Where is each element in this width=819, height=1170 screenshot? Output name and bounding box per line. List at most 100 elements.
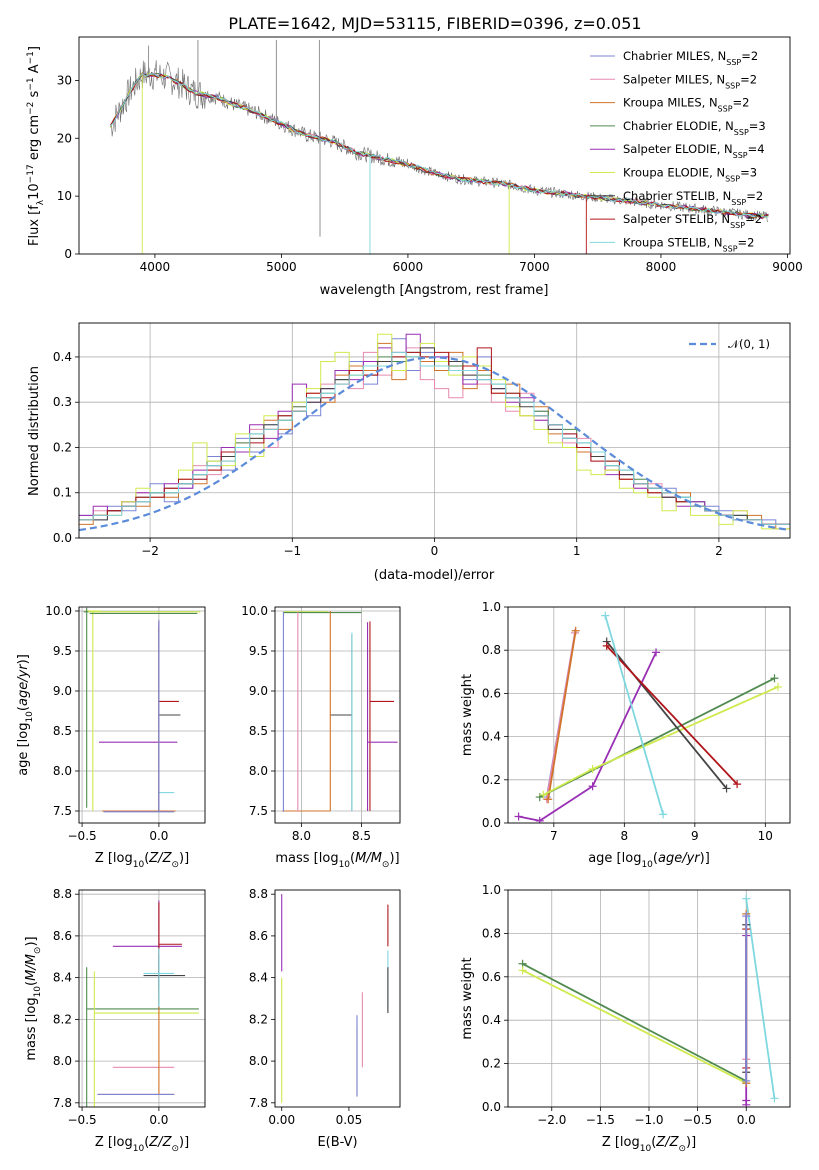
label-part: )]: [389, 851, 399, 866]
age-vs-mass-panel: 8.0 8.5 7.5 8.0 8.5 9.0 9.5 10.0 mass [log10(M/M…: [241, 604, 401, 870]
x-tick-label: −1.5: [586, 1113, 615, 1127]
y-tick-label: 0.2: [482, 773, 501, 787]
x-axis-label: wavelength [Angstrom, rest frame]: [320, 283, 549, 298]
legend-name: Chabrier MILES, N: [623, 49, 726, 63]
label-part: M/M: [24, 954, 39, 981]
label-part: ⊙: [171, 860, 179, 870]
y-tick-label: 7.5: [53, 804, 72, 818]
legend-sub: SSP: [725, 81, 740, 90]
x-tick-label: −2: [141, 544, 159, 558]
x-tick-label: 7000: [519, 260, 550, 274]
label-part: (: [144, 851, 149, 866]
legend-entry: Kroupa STELIB, NSSP=2: [623, 235, 754, 253]
axes-frame: [507, 889, 791, 1108]
x-tick-label: 0: [431, 544, 439, 558]
mass-weight-line: [522, 963, 747, 1082]
x-tick-label: −2.0: [537, 1113, 566, 1127]
y-tick-label: 8.5: [249, 724, 268, 738]
label-part: ⊙: [33, 947, 43, 955]
y-tick-label: 0.8: [482, 643, 501, 657]
y-tick-label: 1.0: [482, 883, 501, 897]
label-part: ]: [27, 46, 42, 51]
label-part: Flux [f: [27, 205, 42, 246]
y-tick-label: 8.0: [53, 1054, 72, 1068]
label-part: Z/Z: [148, 1135, 172, 1150]
x-axis-label: mass [log10(M/M⊙)]: [275, 851, 399, 870]
axes-frame: [274, 889, 401, 1108]
x-tick-label: 0.0: [737, 1113, 756, 1127]
x-tick-label: 9: [691, 829, 699, 843]
label-part: −17: [26, 164, 36, 183]
plus-marker: [652, 648, 661, 657]
legend-suffix: =2: [738, 235, 755, 249]
legend-name: Salpeter MILES, N: [623, 72, 725, 86]
label-part: )]: [24, 936, 39, 946]
y-tick-label: 20: [57, 131, 72, 145]
axes-frame: [507, 606, 791, 824]
legend-sub: SSP: [726, 58, 741, 67]
y-axis-label: mass [log10(M/M⊙)]: [24, 936, 43, 1060]
legend-suffix: =3: [740, 166, 757, 180]
axes-frame: [78, 606, 206, 824]
y-tick-label: 1.0: [482, 600, 501, 614]
mass-weight-line: [745, 898, 776, 1099]
mass-weight-vs-metallicity-panel: −2.0 −1.5 −1.0 −0.5 0.0 0.0 0.2 0.4 0.6 0.8 1.0 Z […: [460, 883, 791, 1154]
y-tick-label: 0: [64, 247, 72, 261]
plus-marker: [571, 626, 580, 635]
x-axis-label: Z [log10(Z/Z⊙)]: [95, 851, 189, 870]
gaussian-curve: [79, 356, 790, 532]
plus-marker: [774, 682, 783, 691]
label-part: Z [log: [602, 1135, 640, 1150]
legend-name: Kroupa STELIB, N: [623, 235, 723, 249]
y-tick-label: 0.6: [482, 686, 501, 700]
label-part: E(B-V): [317, 1135, 357, 1150]
spectrum-panel: 4000 5000 6000 7000 8000 9000 0 10 20 30 Chabrier …: [26, 36, 803, 298]
plot-area: [110, 39, 769, 254]
label-part: (: [24, 981, 39, 986]
legend-entry: Salpeter STELIB, NSSP=2: [623, 212, 762, 230]
y-tick-label: 8.0: [249, 1054, 268, 1068]
label-part: ⊙: [382, 860, 390, 870]
legend-suffix: =2: [733, 96, 750, 110]
legend-name: Kroupa MILES, N: [623, 96, 718, 110]
label-part: 10: [33, 986, 43, 998]
plus-marker: [722, 784, 731, 793]
y-tick-label: 0.8: [482, 926, 501, 940]
label-part: )]: [700, 851, 710, 866]
y-tick-label: 10.0: [45, 604, 72, 618]
y-tick-label: 0.6: [482, 970, 501, 984]
label-part: −1: [26, 51, 36, 64]
label-part: s: [27, 90, 42, 101]
x-tick-label: −0.5: [683, 1113, 712, 1127]
x-tick-label: 8.0: [292, 829, 311, 843]
axes-frame: [78, 36, 791, 255]
legend-entry: Salpeter ELODIE, NSSP=4: [623, 142, 765, 160]
y-tick-label: 9.0: [249, 684, 268, 698]
y-tick-label: 0.0: [482, 1100, 501, 1114]
x-tick-label: 0.0: [149, 829, 168, 843]
residuals-panel: −2 −1 0 1 2 0.0 0.1 0.2 0.3 0.4 𝒩(0, 1) (data-model…: [27, 322, 791, 583]
plus-marker: [601, 611, 610, 620]
y-axis-label: age [log10(age/yr)]: [16, 654, 35, 776]
x-tick-label: −0.5: [68, 1113, 97, 1127]
y-tick-label: 7.8: [249, 1096, 268, 1110]
legend-suffix: =2: [740, 72, 757, 86]
y-tick-label: 8.6: [249, 929, 268, 943]
legend-sub: SSP: [718, 104, 733, 113]
legend-entry: Salpeter MILES, NSSP=2: [623, 72, 757, 90]
label-part: )]: [686, 1135, 696, 1150]
legend-suffix: =2: [745, 212, 762, 226]
y-tick-label: 7.8: [53, 1096, 72, 1110]
y-axis-label: Flux [fλ10−17 erg cm−2 s−1 A−1]: [26, 46, 46, 246]
plus-marker: [514, 812, 523, 821]
legend-name: Chabrier ELODIE, N: [623, 119, 734, 133]
x-tick-label: −1.0: [634, 1113, 663, 1127]
label-part: )]: [16, 654, 31, 664]
label-part: 10: [133, 860, 145, 870]
plus-marker: [742, 1076, 751, 1085]
y-tick-label: 10.0: [241, 604, 268, 618]
plot-area: [281, 894, 389, 1103]
label-part: age/yr: [16, 663, 31, 706]
label-part: age [log: [588, 851, 641, 866]
